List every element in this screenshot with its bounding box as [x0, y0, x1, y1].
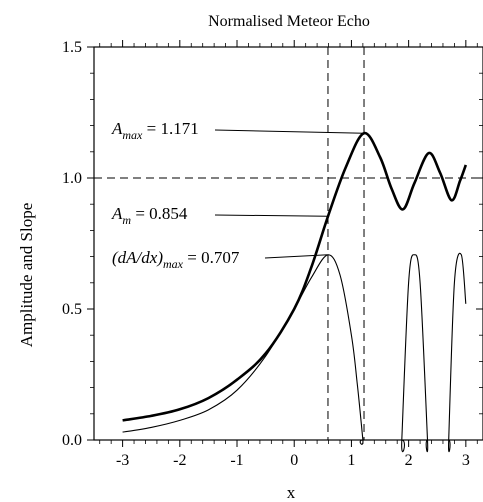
- annotations: Amax = 1.171 Am = 0.854 (dA/dx)max = 0.707: [111, 119, 365, 271]
- reference-lines: [94, 47, 483, 440]
- x-tick-label: 0: [290, 452, 298, 469]
- plot-frame: [93, 46, 483, 441]
- y-tick-label: 1.5: [62, 39, 82, 56]
- annotation-label-am: Am = 0.854: [111, 204, 188, 227]
- x-tick-label: 1: [347, 452, 355, 469]
- annotation-label-dadx: (dA/dx)max = 0.707: [112, 248, 240, 271]
- series-line-slope: [122, 252, 467, 453]
- x-tick-label: -1: [230, 452, 243, 469]
- y-tick-label: 0.5: [62, 301, 82, 318]
- axis-ticks: -3 -2 -1 0 1 2 3 0.0 0.5 1.0 1.5: [62, 39, 483, 469]
- annotation-leader-am: [214, 214, 328, 217]
- annotation-leader-dadx: [264, 254, 328, 259]
- x-tick-label: -3: [116, 452, 129, 469]
- chart-title: Normalised Meteor Echo: [208, 13, 370, 30]
- x-tick-label: 3: [462, 452, 470, 469]
- annotation-leader-amax: [214, 129, 365, 134]
- series-lines: [122, 131, 468, 453]
- annotation-label-amax: Amax = 1.171: [111, 119, 199, 142]
- y-axis-label: Amplitude and Slope: [17, 203, 36, 347]
- y-tick-label: 1.0: [62, 170, 82, 187]
- series-line-amplitude: [122, 131, 468, 422]
- x-tick-label: 2: [405, 452, 413, 469]
- y-tick-label: 0.0: [62, 432, 82, 449]
- x-axis-label: x: [287, 483, 296, 502]
- x-tick-label: -2: [173, 452, 186, 469]
